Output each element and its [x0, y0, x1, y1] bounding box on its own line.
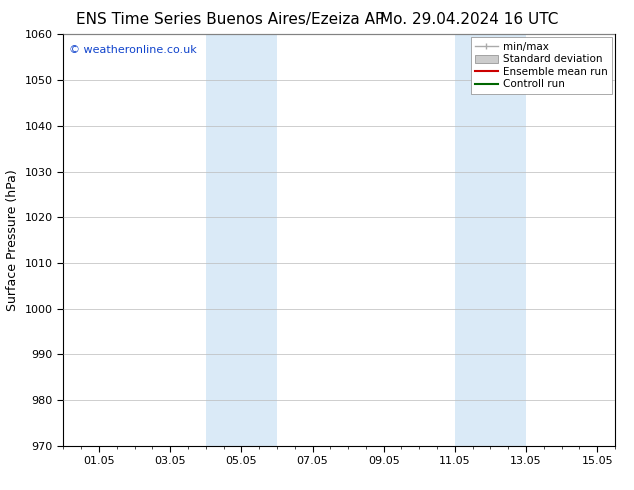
Bar: [455, 34, 526, 446]
Text: Mo. 29.04.2024 16 UTC: Mo. 29.04.2024 16 UTC: [380, 12, 558, 27]
Bar: [206, 34, 277, 446]
Y-axis label: Surface Pressure (hPa): Surface Pressure (hPa): [6, 169, 19, 311]
Text: ENS Time Series Buenos Aires/Ezeiza AP: ENS Time Series Buenos Aires/Ezeiza AP: [76, 12, 384, 27]
Text: © weatheronline.co.uk: © weatheronline.co.uk: [69, 45, 197, 54]
Legend: min/max, Standard deviation, Ensemble mean run, Controll run: min/max, Standard deviation, Ensemble me…: [470, 37, 612, 94]
